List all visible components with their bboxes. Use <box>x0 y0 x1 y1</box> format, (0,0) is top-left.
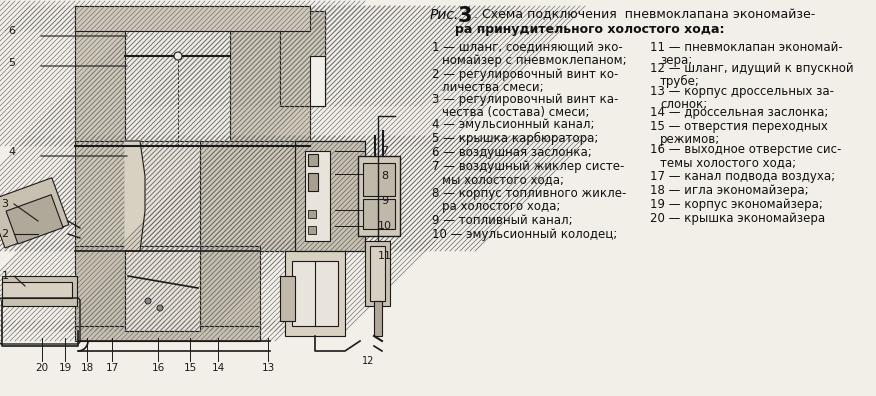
Text: 13: 13 <box>261 363 274 373</box>
Text: трубе;: трубе; <box>660 75 700 88</box>
Bar <box>305 151 330 241</box>
Text: 3: 3 <box>458 6 472 26</box>
Bar <box>75 246 125 331</box>
Bar <box>308 210 316 218</box>
Text: 19 — корпус экономайзера;: 19 — корпус экономайзера; <box>650 198 823 211</box>
Text: 4 — эмульсионный канал;: 4 — эмульсионный канал; <box>432 118 595 131</box>
Text: 8 — корпус топливного жикле-: 8 — корпус топливного жикле- <box>432 187 626 200</box>
Text: 6: 6 <box>9 26 16 36</box>
Text: 11: 11 <box>378 251 392 261</box>
Text: мы холостого хода;: мы холостого хода; <box>442 173 564 186</box>
Bar <box>358 156 400 236</box>
Text: 19: 19 <box>59 363 72 373</box>
Bar <box>280 11 325 106</box>
Text: 12: 12 <box>362 356 374 366</box>
Bar <box>295 141 365 251</box>
Bar <box>0 0 415 396</box>
Bar <box>295 141 365 251</box>
Text: 11 — пневмоклапан экономай-: 11 — пневмоклапан экономай- <box>650 41 843 54</box>
Bar <box>75 141 125 251</box>
Text: 3: 3 <box>2 199 9 209</box>
Bar <box>280 276 295 321</box>
Text: ра принудительного холостого хода:: ра принудительного холостого хода: <box>455 23 724 36</box>
Text: чества (состава) смеси;: чества (состава) смеси; <box>442 106 590 119</box>
Bar <box>365 241 390 306</box>
Bar <box>280 11 325 106</box>
Bar <box>2 276 77 306</box>
Polygon shape <box>125 141 145 251</box>
Text: 10 — эмульсионный колодец;: 10 — эмульсионный колодец; <box>432 228 618 241</box>
Text: 7 — воздушный жиклер систе-: 7 — воздушный жиклер систе- <box>432 160 625 173</box>
Text: 18: 18 <box>81 363 94 373</box>
Circle shape <box>157 305 163 311</box>
Circle shape <box>174 52 182 60</box>
Text: номайзер с пневмоклепаном;: номайзер с пневмоклепаном; <box>442 54 626 67</box>
Text: 12 — шланг, идущий к впускной: 12 — шланг, идущий к впускной <box>650 62 853 75</box>
Text: ра холостого хода;: ра холостого хода; <box>442 200 561 213</box>
Text: 6 — воздушная заслонка;: 6 — воздушная заслонка; <box>432 146 592 159</box>
Text: слонок;: слонок; <box>660 98 707 111</box>
Text: 15 — отверстия переходных: 15 — отверстия переходных <box>650 120 828 133</box>
Bar <box>292 261 338 326</box>
Text: 1 — шланг, соединяющий эко-: 1 — шланг, соединяющий эко- <box>432 41 623 54</box>
Text: 1: 1 <box>2 271 9 281</box>
Bar <box>75 11 125 146</box>
Bar <box>310 56 325 106</box>
Text: 18 — игла экономайзера;: 18 — игла экономайзера; <box>650 184 809 197</box>
Bar <box>6 195 63 244</box>
Text: 14: 14 <box>211 363 224 373</box>
Text: 20: 20 <box>35 363 48 373</box>
Text: 2: 2 <box>2 229 9 239</box>
Bar <box>2 282 72 298</box>
Bar <box>230 11 310 146</box>
Text: 16: 16 <box>152 363 165 373</box>
Text: 9 — топливный канал;: 9 — топливный канал; <box>432 214 573 227</box>
Text: 9: 9 <box>381 196 389 206</box>
Text: 4: 4 <box>9 147 16 157</box>
Bar <box>370 246 385 301</box>
Bar <box>363 199 395 229</box>
Text: 3 — регулировочный винт ка-: 3 — регулировочный винт ка- <box>432 93 618 106</box>
Bar <box>374 301 382 336</box>
Text: 20 — крышка экономайзера: 20 — крышка экономайзера <box>650 212 825 225</box>
Text: 10: 10 <box>378 221 392 231</box>
Text: 5 — крышка карбюратора;: 5 — крышка карбюратора; <box>432 132 598 145</box>
Bar <box>125 11 230 146</box>
Text: 5: 5 <box>9 58 16 68</box>
Bar <box>125 141 200 251</box>
Bar <box>200 141 310 251</box>
Text: темы холостого хода;: темы холостого хода; <box>660 156 796 169</box>
Text: 13 — корпус дроссельных за-: 13 — корпус дроссельных за- <box>650 85 834 98</box>
Text: 7: 7 <box>381 146 389 156</box>
Bar <box>308 173 318 191</box>
Text: 14 — дроссельная заслонка;: 14 — дроссельная заслонка; <box>650 106 829 119</box>
Text: 17 — канал подвода воздуха;: 17 — канал подвода воздуха; <box>650 170 835 183</box>
Text: 2 — регулировочный винт ко-: 2 — регулировочный винт ко- <box>432 68 618 81</box>
Bar <box>200 246 260 331</box>
Text: 16 — выходное отверстие сис-: 16 — выходное отверстие сис- <box>650 143 841 156</box>
Text: 17: 17 <box>105 363 118 373</box>
Bar <box>285 251 345 336</box>
Bar <box>363 163 395 196</box>
Bar <box>0 178 69 248</box>
Text: личества смеси;: личества смеси; <box>442 81 544 94</box>
Text: 15: 15 <box>183 363 196 373</box>
Circle shape <box>145 298 151 304</box>
Text: 8: 8 <box>381 171 389 181</box>
Bar <box>75 326 260 341</box>
Text: Рис.: Рис. <box>430 8 459 22</box>
Bar <box>308 154 318 166</box>
Text: . Схема подключения  пневмоклапана экономайзе-: . Схема подключения пневмоклапана эконом… <box>474 8 816 21</box>
Bar <box>125 246 200 331</box>
Text: зера;: зера; <box>660 54 692 67</box>
Bar <box>308 226 316 234</box>
Bar <box>360 166 382 196</box>
Text: режимов;: режимов; <box>660 133 720 146</box>
Bar <box>75 6 310 31</box>
